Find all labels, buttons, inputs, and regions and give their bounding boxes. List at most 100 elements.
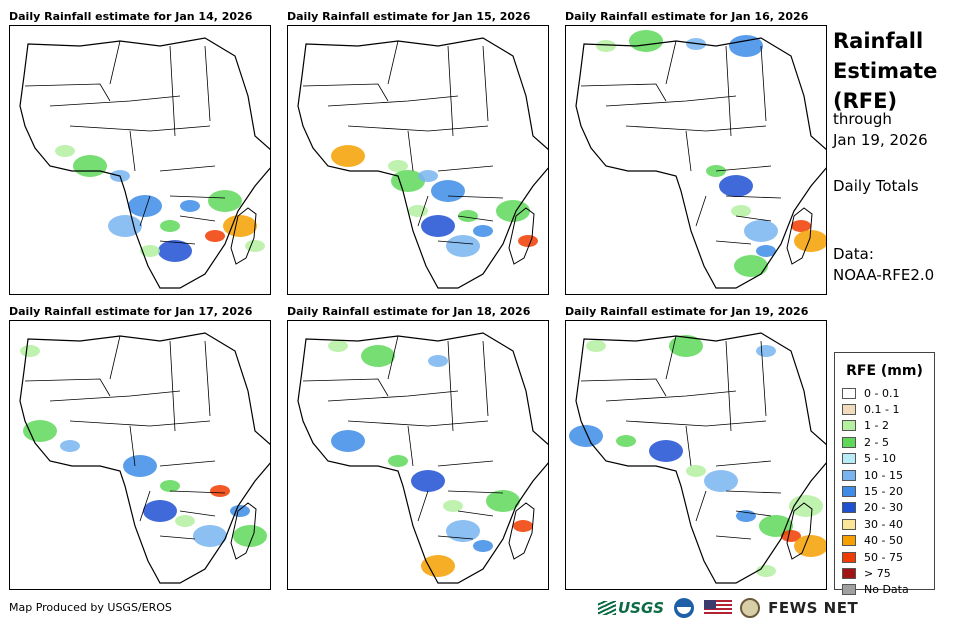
madagascar-outline xyxy=(786,502,813,560)
rainfall-field xyxy=(328,340,533,577)
rainfall-area xyxy=(328,340,348,352)
rainfall-area xyxy=(428,355,448,367)
usgs-logo: USGS xyxy=(598,599,664,617)
legend-label: No Data xyxy=(864,583,909,597)
legend-label: 5 - 10 xyxy=(864,452,896,466)
rainfall-area xyxy=(586,340,606,352)
legend-item: 10 - 15 xyxy=(835,467,934,483)
rainfall-field xyxy=(596,30,826,277)
rainfall-area xyxy=(180,200,200,212)
rainfall-area xyxy=(55,145,75,157)
madagascar-outline xyxy=(786,207,813,265)
rainfall-area xyxy=(160,220,180,232)
logo-bar: USGS FEWS NET xyxy=(598,596,858,620)
rainfall-area xyxy=(744,220,778,242)
rainfall-area xyxy=(473,225,493,237)
rainfall-area xyxy=(421,215,455,237)
rainfall-area xyxy=(686,465,706,477)
rainfall-area xyxy=(411,470,445,492)
noaa-logo-icon xyxy=(674,598,695,618)
rainfall-area xyxy=(513,520,533,532)
state-dept-seal-icon xyxy=(740,598,761,618)
legend-label: > 75 xyxy=(864,566,891,580)
legend-item: 0.1 - 1 xyxy=(835,401,934,417)
legend-rows: 0 - 0.1 0.1 - 1 1 - 2 2 - 5 5 - 10 10 - 15 15 … xyxy=(835,385,934,598)
rainfall-area xyxy=(756,245,776,257)
rainfall-area xyxy=(205,230,225,242)
rainfall-area xyxy=(486,490,520,512)
legend: RFE (mm) 0 - 0.1 0.1 - 1 1 - 2 2 - 5 5 - 10 1… xyxy=(834,352,935,596)
rainfall-area xyxy=(361,345,395,367)
legend-label: 2 - 5 xyxy=(864,435,889,449)
legend-swatch xyxy=(842,551,856,563)
rainfall-area xyxy=(704,470,738,492)
legend-swatch xyxy=(842,387,856,399)
rainfall-map xyxy=(287,320,549,590)
rainfall-area xyxy=(128,195,162,217)
rainfall-area xyxy=(569,425,603,447)
rainfall-map xyxy=(9,25,271,295)
legend-title: RFE (mm) xyxy=(846,363,923,379)
legend-label: 0 - 0.1 xyxy=(864,386,900,400)
legend-label: 10 - 15 xyxy=(864,468,903,482)
legend-label: 15 - 20 xyxy=(864,485,903,499)
legend-swatch xyxy=(842,567,856,579)
panel-title: Daily Rainfall estimate for Jan 17, 2026 xyxy=(9,305,253,318)
rainfall-area xyxy=(629,30,663,52)
country-borders xyxy=(24,335,226,540)
rainfall-area xyxy=(443,500,463,512)
legend-swatch xyxy=(842,486,856,498)
continent-outline xyxy=(19,37,270,289)
rainfall-map xyxy=(565,25,827,295)
rainfall-area xyxy=(208,190,242,212)
legend-item: 2 - 5 xyxy=(835,434,934,450)
panel-title: Daily Rainfall estimate for Jan 19, 2026 xyxy=(565,305,809,318)
rainfall-area xyxy=(20,345,40,357)
rainfall-area xyxy=(458,210,478,222)
rainfall-area xyxy=(794,535,826,557)
legend-label: 30 - 40 xyxy=(864,517,903,531)
legend-swatch xyxy=(842,502,856,514)
rainfall-area xyxy=(791,220,811,232)
panel-title: Daily Rainfall estimate for Jan 16, 2026 xyxy=(565,10,809,23)
rainfall-area xyxy=(756,345,776,357)
through-label: through xyxy=(833,110,892,128)
rainfall-area xyxy=(388,455,408,467)
legend-swatch xyxy=(842,404,856,416)
data-source: NOAA-RFE2.0 xyxy=(833,266,935,284)
africa-map xyxy=(297,332,548,584)
madagascar-outline xyxy=(508,502,535,560)
legend-swatch xyxy=(842,420,856,432)
rainfall-area xyxy=(158,240,192,262)
country-borders xyxy=(580,335,782,540)
country-borders xyxy=(24,40,226,245)
legend-item: 15 - 20 xyxy=(835,483,934,499)
legend-item: 5 - 10 xyxy=(835,451,934,467)
legend-item: > 75 xyxy=(835,565,934,581)
usgs-logo-text: USGS xyxy=(618,599,665,617)
legend-item: 30 - 40 xyxy=(835,516,934,532)
rainfall-area xyxy=(143,500,177,522)
legend-item: No Data xyxy=(835,582,934,598)
rainfall-area xyxy=(496,200,530,222)
panel-title: Daily Rainfall estimate for Jan 14, 2026 xyxy=(9,10,253,23)
rainfall-area xyxy=(230,505,250,517)
rainfall-area xyxy=(391,170,425,192)
rainfall-area xyxy=(223,215,257,237)
rainfall-area xyxy=(649,440,683,462)
rainfall-area xyxy=(245,240,265,252)
continent-outline xyxy=(297,37,548,289)
rainfall-area xyxy=(446,235,480,257)
rainfall-area xyxy=(210,485,230,497)
rainfall-area xyxy=(123,455,157,477)
africa-map xyxy=(19,332,270,584)
rainfall-area xyxy=(729,35,763,57)
rainfall-area xyxy=(756,565,776,577)
rainfall-area xyxy=(734,255,768,277)
rainfall-area xyxy=(175,515,195,527)
legend-item: 50 - 75 xyxy=(835,549,934,565)
legend-swatch xyxy=(842,535,856,547)
legend-swatch xyxy=(842,436,856,448)
continent-outline xyxy=(19,332,270,584)
africa-map xyxy=(19,37,270,289)
